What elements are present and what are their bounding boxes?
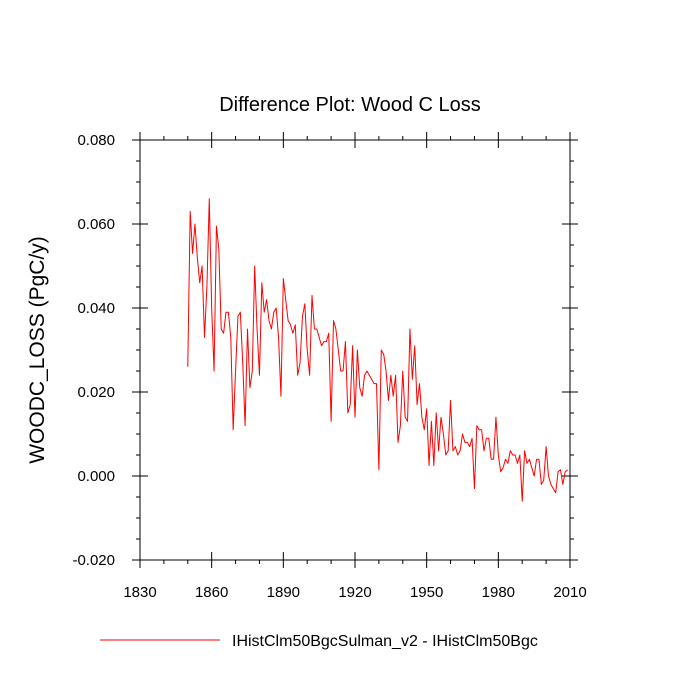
legend-label: IHistClm50BgcSulman_v2 - IHistClm50Bgc	[232, 633, 538, 650]
y-tick-labels: -0.020 0.000 0.020 0.040 0.060 0.080	[72, 132, 115, 569]
x-tick-label: 1830	[123, 584, 156, 601]
x-tick-label: 1860	[195, 584, 228, 601]
x-tick-label: 1920	[338, 584, 371, 601]
series-layer	[187, 198, 568, 502]
y-tick-label: 0.040	[77, 300, 115, 317]
plot-area-frame	[139, 139, 571, 561]
x-tick-label: 1950	[410, 584, 443, 601]
x-tick-label: 1890	[267, 584, 300, 601]
series-line	[187, 198, 568, 502]
y-tick-label: 0.080	[77, 132, 115, 149]
x-tick-label: 2010	[553, 584, 586, 601]
y-tick-label: 0.020	[77, 384, 115, 401]
y-tick-label: -0.020	[72, 552, 115, 569]
y-tick-label: 0.060	[77, 216, 115, 233]
y-axis-label: WOODC_LOSS (PgC/y)	[26, 236, 49, 464]
axis-ticks	[132, 132, 578, 568]
legend: IHistClm50BgcSulman_v2 - IHistClm50Bgc	[100, 633, 538, 650]
y-tick-label: 0.000	[77, 468, 115, 485]
x-tick-label: 1980	[482, 584, 515, 601]
chart-title: Difference Plot: Wood C Loss	[219, 94, 481, 116]
x-tick-labels: 1830 1860 1890 1920 1950 1980 2010	[123, 584, 586, 601]
